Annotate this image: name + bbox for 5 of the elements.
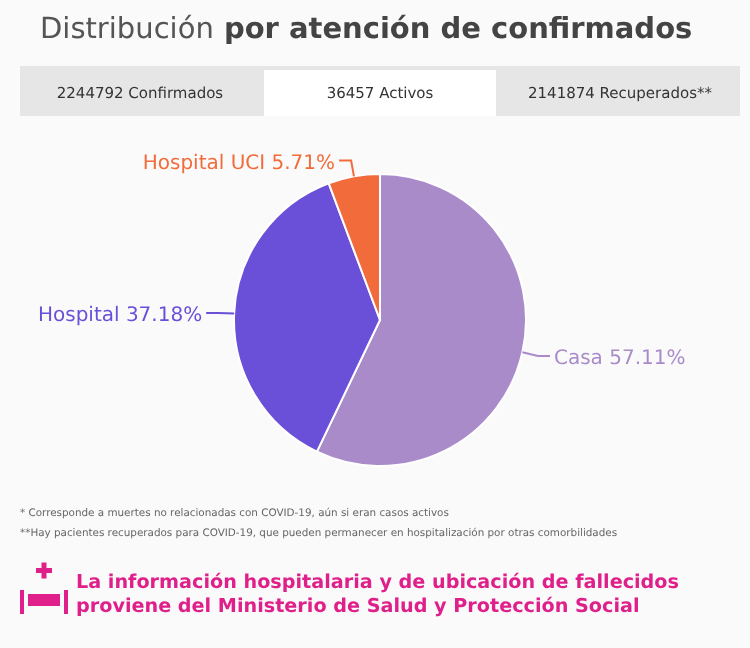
slice-label: Hospital 37.18% [37, 304, 203, 327]
text: La información hospitalaria y de ubicación de fallecidos proviene del Ministerio de Salud y Protección Social [76, 572, 680, 618]
chart-title: Distribución por atención de confirmados [40, 14, 693, 46]
slice-label: Casa 57.11% [553, 347, 686, 370]
slice-label: Hospital UCI 5.71% [142, 152, 336, 175]
